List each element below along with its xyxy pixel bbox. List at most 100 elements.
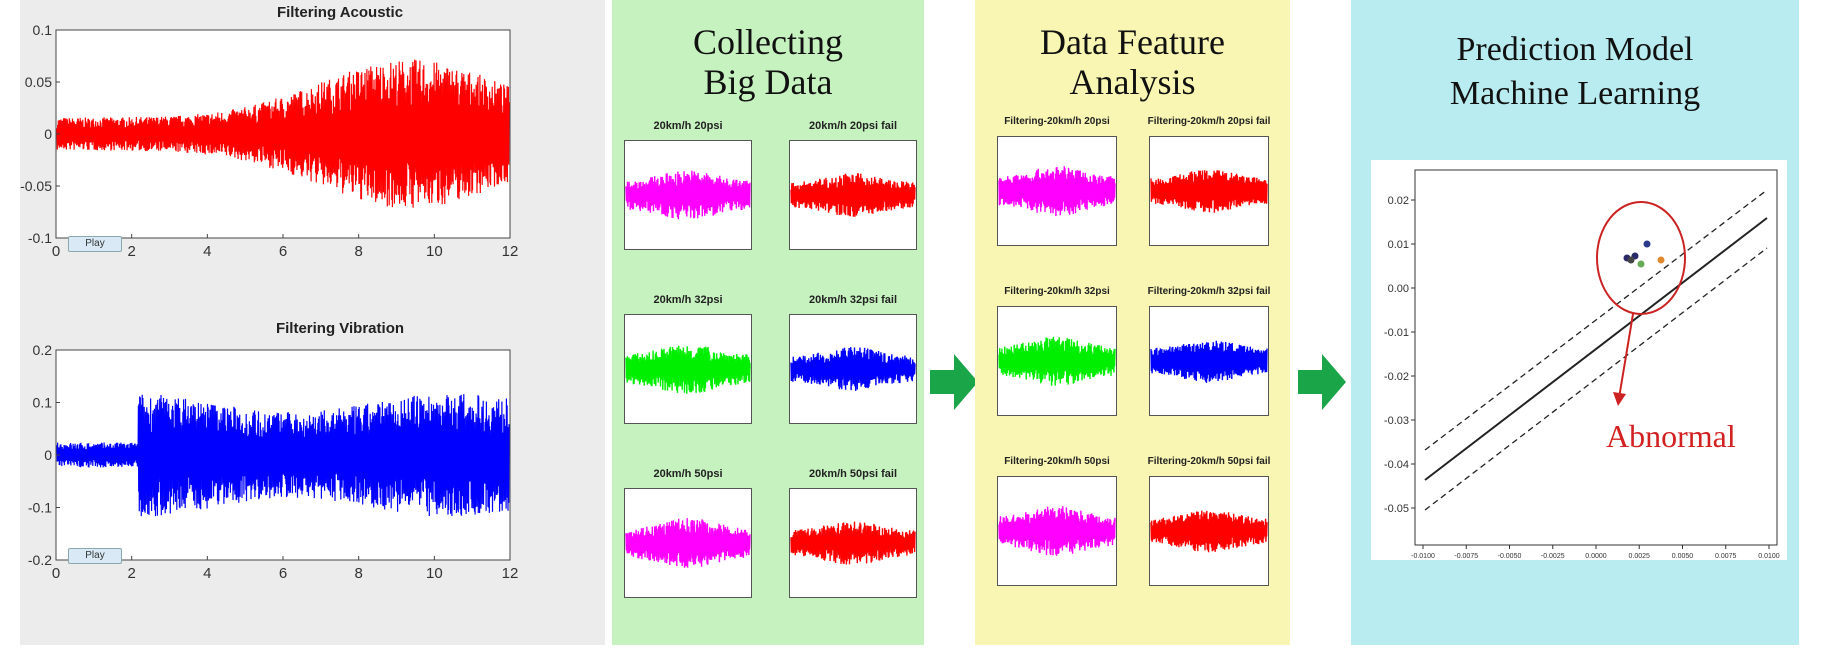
lower-bound-line (1424, 247, 1768, 511)
small-plot-title: Filtering-20km/h 50psi fail (1147, 456, 1271, 467)
x-tick-label: 12 (502, 565, 519, 582)
y-tick-label: 0.1 (33, 22, 53, 38)
x-tick-label: 6 (279, 243, 287, 260)
y-tick-label: 0.01 (1388, 239, 1409, 251)
x-tick-label: 8 (354, 243, 362, 260)
x-tick-label: 4 (203, 565, 211, 582)
x-tick-label: 12 (502, 243, 519, 260)
small-plot (789, 488, 917, 598)
feature-analysis-panel: Data Feature Analysis Filtering-20km/h 2… (975, 0, 1290, 645)
prediction-plot: 0.02 0.01 0.00 -0.01 -0.02 -0.03 -0.04 -0.05 -0.… (1371, 160, 1787, 560)
data-point (1627, 256, 1635, 264)
small-plot (789, 140, 917, 250)
small-plot (789, 314, 917, 424)
small-plot-title: Filtering-20km/h 20psi (1004, 116, 1110, 127)
y-tick-label: -0.2 (28, 552, 52, 568)
y-tick-label: 0 (44, 447, 52, 463)
small-plot-title: Filtering-20km/h 50psi (1004, 456, 1110, 467)
big-data-title-line1: Collecting (693, 22, 843, 62)
waveform-trace (1150, 340, 1268, 383)
waveform-trace (790, 347, 916, 391)
waveform-trace (625, 170, 751, 220)
waveform-trace (790, 173, 916, 217)
small-plot-title: 20km/h 20psi fail (808, 120, 898, 132)
x-tick-label: 2 (127, 565, 135, 582)
upper-bound-line (1424, 189, 1768, 451)
y-tick-label: 0.2 (33, 342, 53, 358)
abnormal-circle (1596, 201, 1686, 315)
vibration-plot-title: Filtering Vibration (275, 320, 405, 337)
small-plot (624, 314, 752, 424)
x-tick-label: 6 (279, 565, 287, 582)
y-tick-label: -0.1 (28, 500, 52, 516)
x-tick-label: 0.0100 (1758, 553, 1780, 560)
y-tick-label: 0.1 (33, 395, 53, 411)
vibration-plot: 0.20.10-0.1-0.20 2 4 6 8 10 12 (28, 342, 519, 582)
x-tick-label: 10 (426, 565, 443, 582)
x-tick-label: 0 (52, 565, 60, 582)
small-plot-title: 20km/h 32psi fail (808, 294, 898, 306)
x-tick-label: -0.0050 (1498, 553, 1522, 560)
small-plot-title: 20km/h 50psi fail (808, 468, 898, 480)
data-point (1657, 256, 1665, 264)
data-point (1637, 260, 1645, 268)
big-data-panel: Collecting Big Data 20km/h 20psi 20km/h 2… (612, 0, 924, 645)
small-plot-title: 20km/h 20psi (653, 120, 723, 132)
y-tick-label: -0.04 (1384, 459, 1409, 471)
y-tick-label: -0.1 (28, 230, 52, 246)
waveform-trace (56, 59, 510, 208)
waveform-trace (998, 336, 1116, 386)
small-plot-title: Filtering-20km/h 32psi fail (1147, 286, 1271, 297)
x-tick-label: -0.0100 (1411, 553, 1435, 560)
arrow-shape (930, 354, 978, 410)
x-tick-label: 8 (354, 565, 362, 582)
y-tick-label: -0.05 (20, 178, 52, 194)
waveform-trace (1150, 170, 1268, 213)
waveform-trace (790, 521, 916, 565)
abnormal-arrow-head (1613, 392, 1626, 406)
arrow-right-icon (930, 354, 978, 410)
arrow-shape (1298, 354, 1346, 410)
acoustic-play-button[interactable]: Play (68, 236, 122, 252)
arrow-right-icon-2 (1298, 354, 1346, 410)
x-tick-label: 0 (52, 243, 60, 260)
plot-area (1414, 169, 1778, 546)
acoustic-plot: 0.10.050-0.05-0.10 2 4 6 8 10 12 (20, 22, 519, 260)
y-tick-label: 0 (44, 126, 52, 142)
small-plot-title: Filtering-20km/h 20psi fail (1147, 116, 1271, 127)
small-plot (997, 136, 1117, 246)
waveform-trace (625, 518, 751, 568)
feature-title-line1: Data Feature (1040, 22, 1225, 62)
y-tick-label: -0.05 (1384, 503, 1409, 515)
small-plot (1149, 476, 1269, 586)
small-plot-title: 20km/h 32psi (653, 294, 723, 306)
abnormal-label: Abnormal (1606, 418, 1736, 454)
small-plot-title: 20km/h 50psi (653, 468, 723, 480)
vibration-play-button[interactable]: Play (68, 548, 122, 564)
x-tick-label: -0.0025 (1541, 553, 1565, 560)
y-tick-label: -0.03 (1384, 415, 1409, 427)
y-tick-label: 0.05 (25, 74, 52, 90)
data-point (1643, 240, 1651, 248)
x-tick-label: 0.0050 (1672, 553, 1694, 560)
small-plot (997, 306, 1117, 416)
small-plot (624, 488, 752, 598)
x-tick-label: 0.0075 (1715, 553, 1737, 560)
small-plot (1149, 136, 1269, 246)
big-data-title-line2: Big Data (703, 62, 833, 102)
prediction-panel: Prediction Model Machine Learning 0.02 0.… (1351, 0, 1799, 645)
y-tick-label: 0.02 (1388, 195, 1409, 207)
x-tick-label: 0.0000 (1585, 553, 1607, 560)
x-tick-label: 2 (127, 243, 135, 260)
small-plot (624, 140, 752, 250)
small-plot-title: Filtering-20km/h 32psi (1004, 286, 1110, 297)
regression-line (1424, 217, 1768, 481)
small-plot (997, 476, 1117, 586)
waveform-trace (998, 506, 1116, 556)
acoustic-plot-title: Filtering Acoustic (276, 4, 404, 21)
prediction-title-line2: Machine Learning (1449, 75, 1701, 112)
waveform-trace (625, 345, 751, 394)
y-tick-label: -0.01 (1384, 327, 1409, 339)
y-tick-label: -0.02 (1384, 371, 1409, 383)
abnormal-arrow (1618, 313, 1634, 399)
